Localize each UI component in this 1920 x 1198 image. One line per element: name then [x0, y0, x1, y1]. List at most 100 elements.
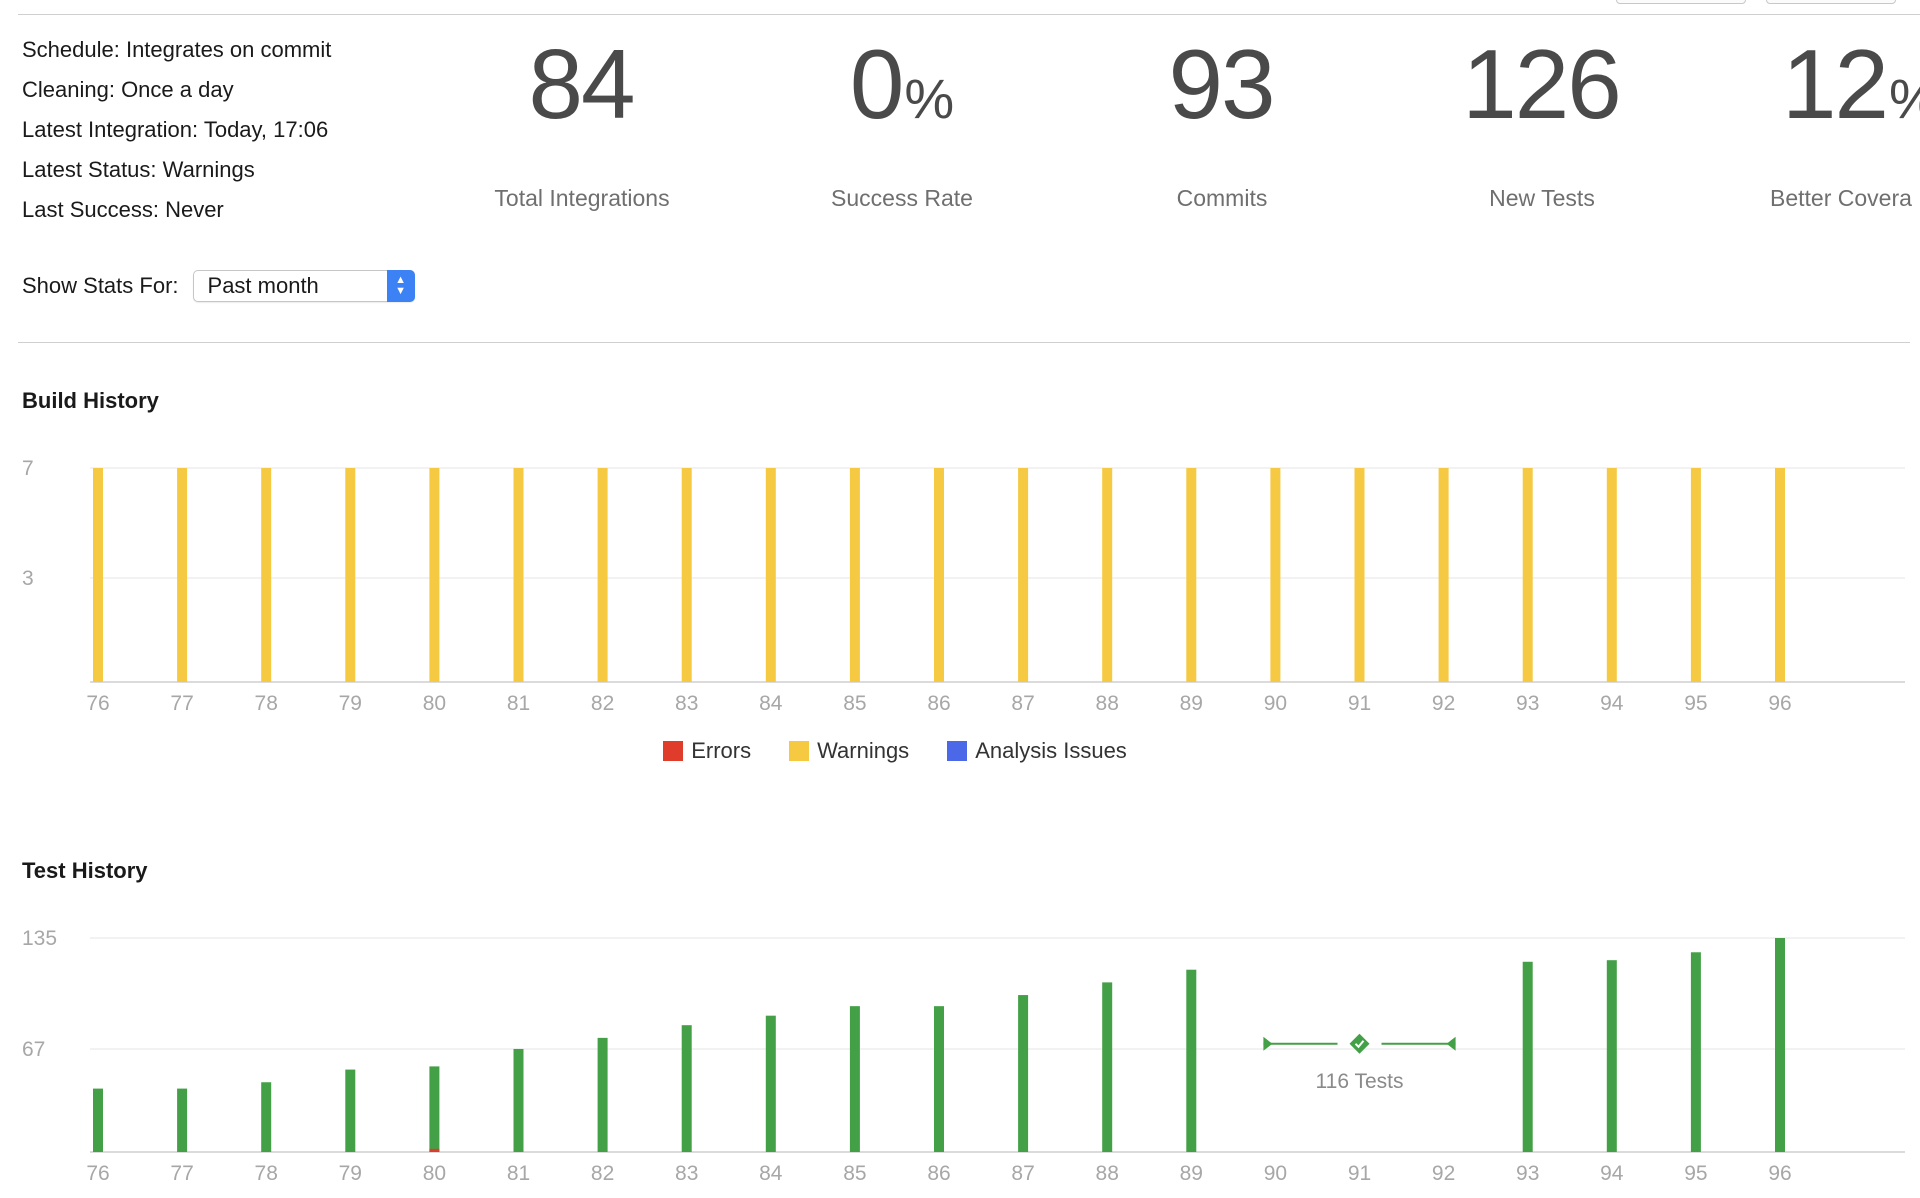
bar-passed [1606, 960, 1617, 1152]
legend-label: Warnings [817, 738, 910, 763]
annotation-arrow-left-icon [1263, 1036, 1273, 1051]
bar-passed [1186, 969, 1197, 1152]
bar-passed [1102, 982, 1113, 1152]
bar-warnings [765, 468, 776, 682]
x-tick-label: 78 [255, 692, 278, 715]
bar-passed [177, 1088, 188, 1152]
x-tick-label: 92 [1432, 1162, 1455, 1185]
x-tick-label: 91 [1348, 692, 1371, 715]
x-tick-label: 89 [1180, 1162, 1203, 1185]
bar-warnings [1102, 468, 1113, 682]
bar-warnings [1438, 468, 1449, 682]
annotation-check-icon [1354, 1040, 1365, 1049]
x-tick-label: 81 [507, 692, 530, 715]
errors-swatch-icon [663, 741, 684, 761]
stat-new-tests: 126 New Tests [1382, 24, 1702, 212]
bar-passed [513, 1048, 524, 1152]
x-tick-label: 85 [843, 692, 866, 715]
x-tick-label: 94 [1600, 692, 1624, 715]
x-tick-label: 87 [1011, 1162, 1034, 1185]
x-tick-label: 83 [675, 692, 698, 715]
stat-label: Success Rate [831, 185, 973, 211]
bar-warnings [1775, 468, 1785, 682]
bar-passed [1690, 952, 1701, 1152]
x-tick-label: 82 [591, 1162, 614, 1185]
bar-warnings [513, 468, 524, 682]
legend-label: Errors [691, 738, 752, 763]
bar-passed [1018, 995, 1029, 1152]
bar-passed [429, 1066, 440, 1152]
toolbar-button-left[interactable] [1616, 0, 1746, 4]
bar-warnings [1690, 468, 1701, 682]
x-tick-label: 94 [1600, 1162, 1624, 1185]
bar-warnings [177, 468, 188, 682]
top-divider [18, 14, 1920, 15]
stats-period-select[interactable]: Past month ▲ ▼ [192, 270, 415, 302]
x-tick-label: 90 [1264, 1162, 1287, 1185]
bar-warnings [1186, 468, 1197, 682]
x-tick-label: 79 [339, 692, 362, 715]
bar-passed [93, 1088, 103, 1152]
x-tick-label: 92 [1432, 692, 1455, 715]
stats-period-value: Past month [207, 273, 319, 298]
x-tick-label: 76 [86, 1162, 109, 1185]
bar-passed [345, 1069, 356, 1152]
x-tick-label: 83 [675, 1162, 698, 1185]
stat-label: Better Covera [1770, 185, 1912, 211]
x-tick-label: 80 [423, 1162, 446, 1185]
x-tick-label: 85 [843, 1162, 866, 1185]
legend-analysis-issues[interactable]: Analysis Issues [947, 738, 1127, 764]
x-tick-label: 79 [339, 1162, 362, 1185]
bar-warnings [345, 468, 356, 682]
bar-passed [765, 1015, 776, 1152]
x-tick-label: 93 [1516, 1162, 1539, 1185]
build-history-legend: Errors Warnings Analysis Issues [0, 738, 1920, 764]
bar-warnings [1018, 468, 1029, 682]
x-tick-label: 95 [1684, 692, 1707, 715]
schedule-text: Schedule: Integrates on commit [22, 37, 332, 62]
annotation-arrow-right-icon [1446, 1036, 1456, 1051]
bar-warnings [934, 468, 944, 682]
stats-for-label: Show Stats For: [22, 273, 179, 298]
x-tick-label: 81 [507, 1162, 530, 1185]
y-tick-label: 135 [22, 927, 57, 950]
x-tick-label: 90 [1264, 692, 1287, 715]
stat-success-rate: 0% Success Rate [742, 24, 1062, 212]
bar-warnings [1270, 468, 1281, 682]
build-history-title: Build History [22, 388, 159, 413]
toolbar-button-right[interactable] [1766, 0, 1896, 4]
stat-value: 0% [849, 29, 955, 139]
bar-warnings [261, 468, 272, 682]
bar-warnings [429, 468, 440, 682]
legend-label: Analysis Issues [975, 738, 1127, 763]
x-tick-label: 84 [759, 692, 783, 715]
x-tick-label: 87 [1011, 692, 1034, 715]
annotation-diamond-icon [1349, 1033, 1370, 1054]
legend-warnings[interactable]: Warnings [789, 738, 909, 764]
x-tick-label: 76 [86, 692, 109, 715]
x-tick-label: 80 [423, 692, 446, 715]
analysis-swatch-icon [947, 741, 968, 761]
bar-passed [597, 1037, 608, 1152]
x-tick-label: 96 [1768, 692, 1791, 715]
stat-better-coverage: 12% Better Covera [1700, 24, 1920, 212]
y-tick-label: 7 [22, 457, 34, 480]
stat-value: 126 [1462, 29, 1622, 139]
bar-warnings [681, 468, 692, 682]
bar-warnings [93, 468, 103, 682]
stat-label: New Tests [1489, 185, 1595, 211]
bar-failed [429, 1148, 440, 1152]
x-tick-label: 96 [1768, 1162, 1791, 1185]
stat-commits: 93 Commits [1062, 24, 1382, 212]
x-tick-label: 88 [1096, 692, 1119, 715]
stat-label: Commits [1176, 185, 1268, 211]
cleaning-text: Cleaning: Once a day [22, 77, 234, 102]
legend-errors[interactable]: Errors [663, 738, 751, 764]
stats-period-row: Show Stats For: Past month ▲ ▼ [22, 270, 415, 302]
bar-warnings [1606, 468, 1617, 682]
bar-passed [261, 1082, 272, 1152]
annotation-label: 116 Tests [1316, 1070, 1404, 1093]
bar-passed [849, 1006, 860, 1152]
x-tick-label: 78 [255, 1162, 278, 1185]
last-success-text: Last Success: Never [22, 197, 224, 222]
